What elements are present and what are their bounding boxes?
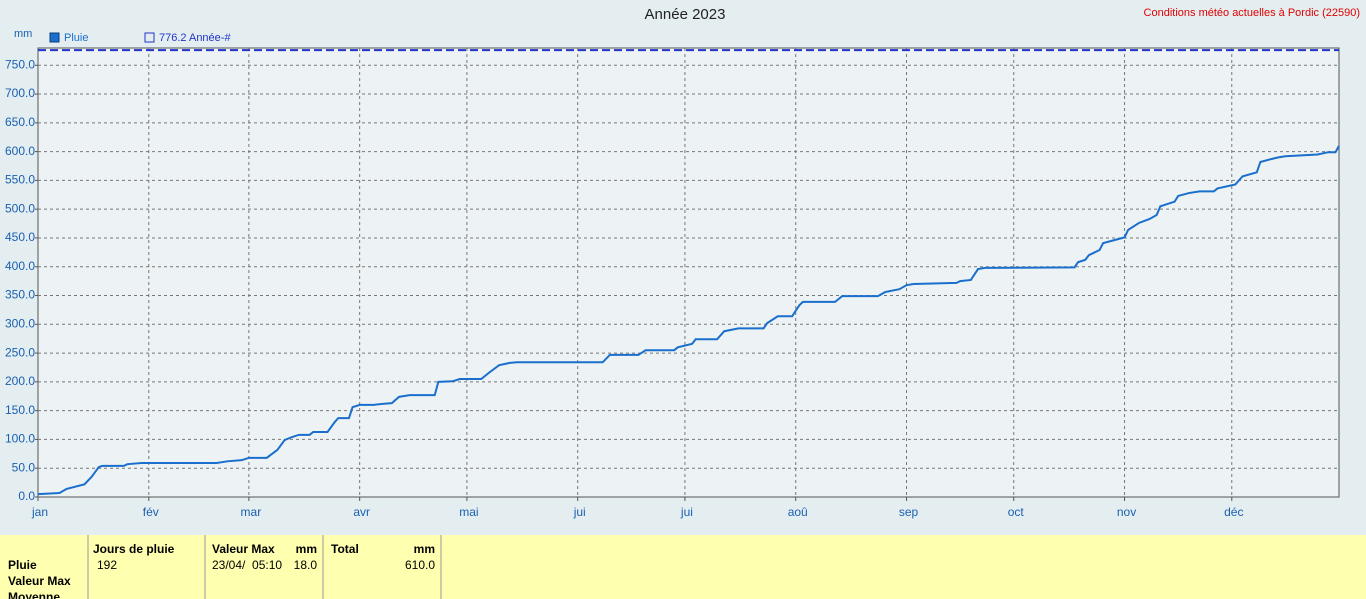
x-tick-label: mai <box>459 505 478 519</box>
row-label: Moyenne <box>8 590 60 599</box>
y-tick-label: 300.0 <box>5 316 35 330</box>
y-tick-label: 250.0 <box>5 345 35 359</box>
y-tick-label: 100.0 <box>5 432 35 446</box>
conditions-link[interactable]: Conditions météo actuelles à Pordic (225… <box>1144 7 1360 19</box>
row-label: Pluie <box>8 558 37 572</box>
max-time: 23/04/ 05:10 <box>212 558 282 572</box>
chart-title: Année 2023 <box>645 6 726 23</box>
x-tick-label: mar <box>241 505 262 519</box>
y-tick-label: 200.0 <box>5 374 35 388</box>
x-tick-label: jui <box>680 505 693 519</box>
total: 610.0 <box>405 558 435 572</box>
legend-swatch <box>49 32 60 43</box>
x-tick-label: aoû <box>788 505 808 519</box>
column-unit: mm <box>296 542 317 556</box>
x-tick-label: jan <box>31 505 48 519</box>
y-tick-label: 600.0 <box>5 144 35 158</box>
y-tick-label: 650.0 <box>5 115 35 129</box>
max-value: 18.0 <box>294 558 318 572</box>
y-axis-label: mm <box>14 28 32 40</box>
y-tick-label: 700.0 <box>5 86 35 100</box>
y-tick-label: 450.0 <box>5 230 35 244</box>
legend-label: Pluie <box>64 32 88 44</box>
y-tick-label: 550.0 <box>5 173 35 187</box>
x-tick-label: jui <box>573 505 586 519</box>
data-line <box>37 145 1340 496</box>
y-tick-label: 350.0 <box>5 288 35 302</box>
x-tick-label: nov <box>1117 505 1136 519</box>
y-tick-label: 0.0 <box>18 489 35 503</box>
y-tick-label: 500.0 <box>5 201 35 215</box>
legend-swatch <box>144 32 155 43</box>
x-tick-label: fév <box>143 505 159 519</box>
column-unit: mm <box>414 542 435 556</box>
column-header: Jours de pluie <box>93 542 175 556</box>
x-tick-label: oct <box>1008 505 1025 519</box>
column-header: Valeur Max <box>212 542 275 556</box>
plot-area <box>37 47 1340 498</box>
y-tick-label: 50.0 <box>12 460 36 474</box>
rain-days: 192 <box>97 558 117 572</box>
x-tick-label: sep <box>899 505 919 519</box>
y-tick-label: 400.0 <box>5 259 35 273</box>
x-tick-label: déc <box>1224 505 1243 519</box>
legend-label: 776.2 Année-# <box>159 32 231 44</box>
column-header: Total <box>331 542 359 556</box>
x-tick-label: avr <box>353 505 370 519</box>
y-tick-label: 150.0 <box>5 403 35 417</box>
y-tick-label: 750.0 <box>5 57 35 71</box>
row-label: Valeur Max <box>8 574 71 588</box>
stats-panel <box>0 535 1366 599</box>
